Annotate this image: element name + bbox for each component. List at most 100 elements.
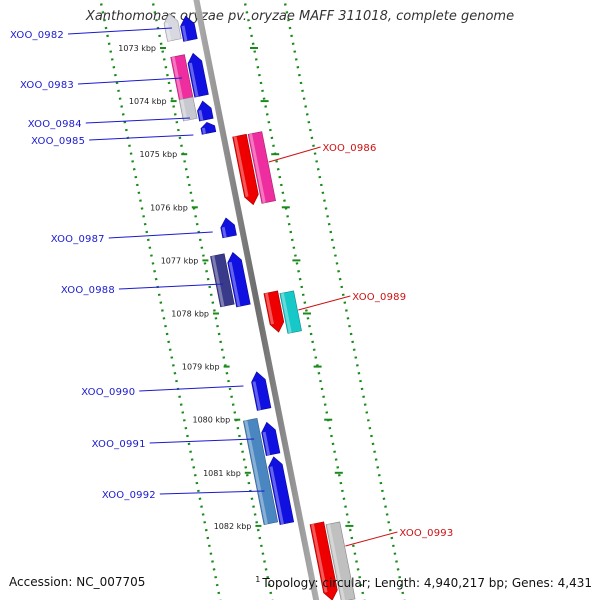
gene-highlight [249,133,266,204]
gene-highlight [244,420,268,525]
map-title: Xanthomonas oryzae pv. oryzae MAFF 31101… [85,9,515,24]
gene-label-xoo_0990: XOO_0990 [81,387,135,398]
gene-label-xoo_0991: XOO_0991 [92,439,146,450]
gene-feature-xoo_0992 [242,417,279,525]
label-leader-line [298,295,351,311]
gene-feature-xoo_0989-partner [279,290,302,334]
gene-feature-xoo_0993 [309,521,338,600]
gene-arrow [261,421,281,456]
gene-highlight [180,99,188,121]
genome-backbone [193,0,320,600]
gene-highlight [198,110,204,121]
gene-highlight [201,127,207,135]
gene-arrow [247,131,276,204]
guide-line [243,0,366,600]
gene-arrow [242,417,279,525]
gene-arrow [263,290,285,333]
gene-label-xoo_0993: XOO_0993 [399,528,453,539]
gene-highlight [280,292,292,334]
label-leader-line [118,283,224,290]
gene-arrow [268,456,295,525]
label-leader-line [149,438,255,444]
gene-highlight [181,25,188,42]
gene-highlight [164,22,172,42]
gene-highlight [264,292,275,325]
gene-feature-xoo_0988-partner [227,251,251,308]
gene-feature-xoo_0984 [178,96,198,122]
gene-feature-xoo_0987 [220,217,237,239]
gene-highlight [221,226,227,238]
gene-feature-xoo_0992-partner [268,456,295,525]
tick-label: 1076 kbp [150,203,188,212]
gene-feature-xoo_0986 [232,133,259,206]
gene-label-xoo_0982: XOO_0982 [10,30,64,41]
gene-highlight [252,381,262,411]
gene-feature-xoo_0983-partner [187,52,209,98]
gene-feature-xoo_0985 [200,121,217,135]
gene-highlight [233,136,249,197]
gene-arrow [210,253,235,308]
tick-label: 1073 kbp [118,44,156,53]
tick-label: 1078 kbp [171,310,209,319]
gene-feature-xoo_0990 [251,371,272,411]
label-leader-line [345,531,398,547]
gene-arrow [279,290,302,334]
gene-label-xoo_0984: XOO_0984 [28,119,82,130]
gene-highlight [262,431,271,456]
gene-feature-xoo_0984-partner [197,100,214,122]
gene-highlight [310,523,328,593]
gene-feature-xoo_0991 [261,421,281,456]
tick-label: 1081 kbp [203,469,241,478]
gene-arrow [187,52,209,98]
tick-label: 1075 kbp [139,150,177,159]
gene-arrow [227,251,251,308]
footnote-marker: 1 [255,575,261,584]
gene-arrow [325,521,356,600]
gene-feature-xoo_0988 [210,253,235,308]
label-leader-line [108,231,213,239]
label-leader-line [159,490,265,495]
label-leader-line [89,134,194,141]
topology-text: 1 Topology: circular; Length: 4,940,217 b… [255,575,592,590]
gene-arrow [180,15,198,42]
gene-feature-xoo_0986-partner [247,131,276,204]
label-leader-line [139,385,244,392]
accession-text: Accession: NC_007705 [9,575,146,589]
gene-label-xoo_0985: XOO_0985 [31,136,85,147]
gene-highlight [228,261,241,307]
coordinate-ticks: 1073 kbp 1074 kbp 1075 kbp 1076 kbp 1077 kbp… [118,44,354,531]
tick-label: 1080 kbp [192,416,230,425]
gene-arrow [197,100,214,122]
gene-highlight [326,523,346,600]
gene-features [163,13,356,600]
label-leader-line [85,117,190,124]
gene-highlight [188,62,199,97]
gene-highlight [269,466,284,525]
topology-summary: Topology: circular; Length: 4,940,217 bp… [262,576,592,590]
gene-label-xoo_0988: XOO_0988 [61,285,115,296]
gene-arrow [220,217,237,239]
tick-label: 1074 kbp [129,97,167,106]
gene-highlight [211,255,225,307]
gene-labels: XOO_0982 XOO_0983 XOO_0984 XOO_0985 XOO_0986… [10,27,453,547]
tick-label: 1077 kbp [161,256,199,265]
gene-label-xoo_0987: XOO_0987 [51,234,105,245]
gene-label-xoo_0983: XOO_0983 [20,80,74,91]
gene-label-xoo_0992: XOO_0992 [102,490,156,501]
gene-arrow [309,521,338,600]
label-leader-line [67,27,173,35]
gene-arrow [232,133,259,206]
label-leader-line [268,146,321,163]
gene-label-xoo_0989: XOO_0989 [352,292,406,303]
gene-arrow [251,371,272,411]
gene-feature-xoo_0989 [263,290,285,333]
gene-arrow [200,121,217,135]
tick-label: 1082 kbp [214,522,252,531]
gene-arrow [178,96,198,122]
backbone-line [193,0,320,600]
gene-arrow [163,13,182,42]
gene-feature-xoo_0982-partner [180,15,198,42]
gene-feature-xoo_0993-partner [325,521,356,600]
gene-label-xoo_0986: XOO_0986 [323,143,377,154]
